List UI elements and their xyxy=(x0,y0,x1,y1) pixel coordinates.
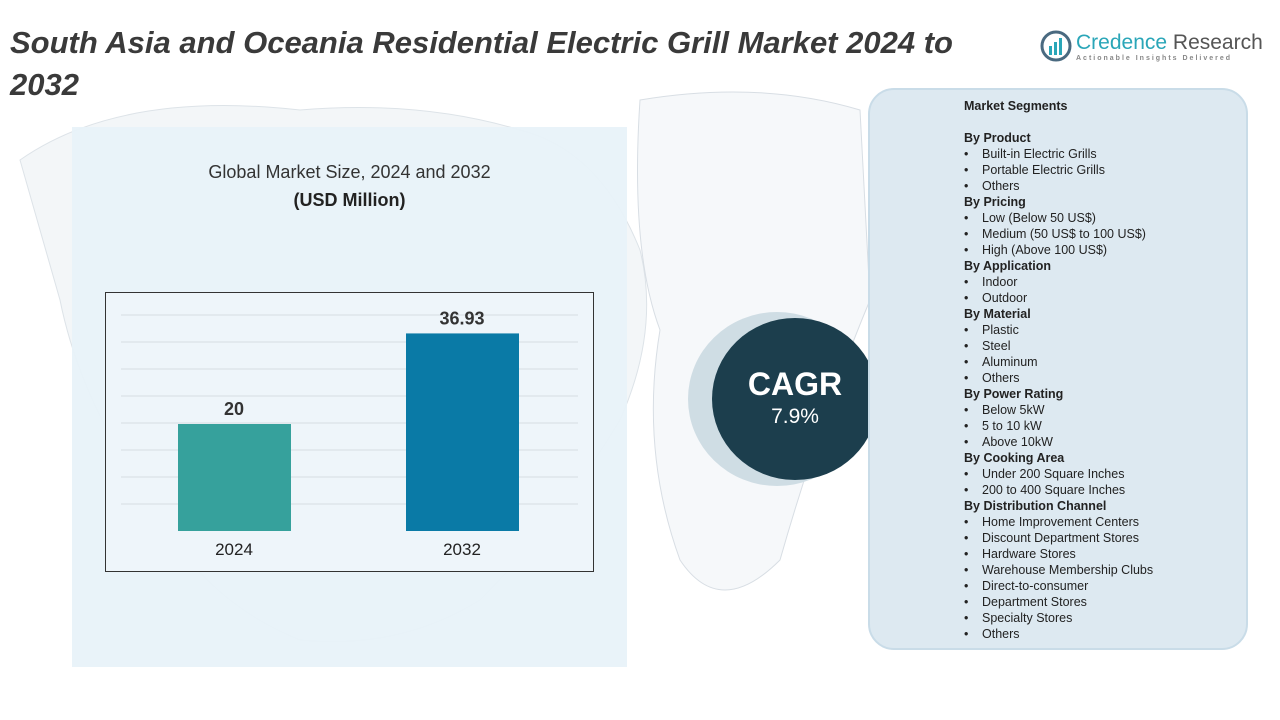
page-title: South Asia and Oceania Residential Elect… xyxy=(10,25,953,102)
segment-item: Outdoor xyxy=(964,290,1153,306)
segment-item: Below 5kW xyxy=(964,402,1153,418)
segment-item: 5 to 10 kW xyxy=(964,418,1153,434)
segment-item: Department Stores xyxy=(964,594,1153,610)
segment-item: Discount Department Stores xyxy=(964,530,1153,546)
bar-2032 xyxy=(406,333,519,531)
segment-item: Steel xyxy=(964,338,1153,354)
segments-list: Market Segments By ProductBuilt-in Elect… xyxy=(964,98,1153,642)
segment-item: Low (Below 50 US$) xyxy=(964,210,1153,226)
segment-item: Plastic xyxy=(964,322,1153,338)
segment-group-heading: By Material xyxy=(964,307,1031,321)
chart-title: Global Market Size, 2024 and 2032 xyxy=(208,162,491,182)
cagr-badge: CAGR 7.9% xyxy=(712,318,878,480)
cagr-value: 7.9% xyxy=(771,405,819,428)
bar-chart: 20 2024 36.93 2032 xyxy=(121,308,578,559)
chart-subtitle: (USD Million) xyxy=(293,190,406,210)
segment-item: Medium (50 US$ to 100 US$) xyxy=(964,226,1153,242)
segments-title: Market Segments xyxy=(964,99,1068,113)
segment-item: Home Improvement Centers xyxy=(964,514,1153,530)
segment-group-heading: By Application xyxy=(964,259,1052,273)
segment-group-heading: By Power Rating xyxy=(964,387,1064,401)
segment-group-heading: By Cooking Area xyxy=(964,451,1065,465)
segment-item: Others xyxy=(964,370,1153,386)
chart-area: 20 2024 36.93 2032 xyxy=(105,292,594,572)
segment-group-heading: By Distribution Channel xyxy=(964,499,1107,513)
logo-tagline: Actionable Insights Delivered xyxy=(1076,54,1233,62)
segment-group-heading: By Pricing xyxy=(964,195,1026,209)
segment-item: 200 to 400 Square Inches xyxy=(964,482,1153,498)
segment-item: Warehouse Membership Clubs xyxy=(964,562,1153,578)
segment-item: Hardware Stores xyxy=(964,546,1153,562)
segment-item: Aluminum xyxy=(964,354,1153,370)
segment-item: Portable Electric Grills xyxy=(964,162,1153,178)
segment-item: Built-in Electric Grills xyxy=(964,146,1153,162)
segment-item: High (Above 100 US$) xyxy=(964,242,1153,258)
logo-name: Credence xyxy=(1076,30,1168,54)
category-label: 2032 xyxy=(443,540,481,559)
segment-item: Others xyxy=(964,178,1153,194)
category-label: 2024 xyxy=(215,540,253,559)
logo: Credence Research Actionable Insights De… xyxy=(1040,30,1263,62)
segment-item: Under 200 Square Inches xyxy=(964,466,1153,482)
logo-name-2: Research xyxy=(1167,30,1263,54)
data-label: 36.93 xyxy=(439,308,484,328)
segment-item: Others xyxy=(964,626,1153,642)
logo-chart-icon xyxy=(1040,30,1072,62)
bar-2024 xyxy=(178,424,291,531)
cagr-label: CAGR xyxy=(747,366,843,402)
segment-item: Indoor xyxy=(964,274,1153,290)
segment-item: Above 10kW xyxy=(964,434,1153,450)
data-label: 20 xyxy=(224,399,244,419)
segment-item: Specialty Stores xyxy=(964,610,1153,626)
segment-item: Direct-to-consumer xyxy=(964,578,1153,594)
segment-group-heading: By Product xyxy=(964,131,1031,145)
